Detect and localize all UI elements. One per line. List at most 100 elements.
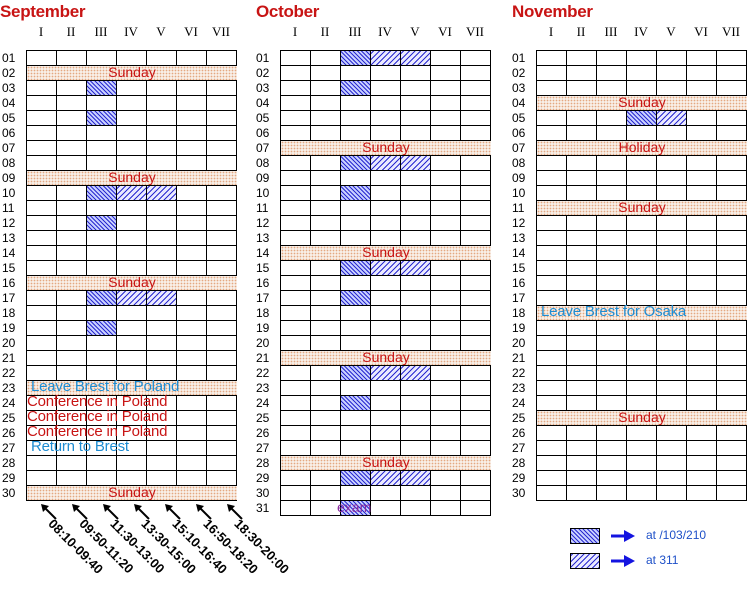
schedule-cell[interactable]	[597, 456, 627, 470]
schedule-cell[interactable]	[657, 321, 687, 335]
schedule-cell[interactable]	[57, 246, 87, 260]
class-cell-room-103-210[interactable]	[341, 366, 371, 380]
schedule-cell[interactable]	[341, 441, 371, 455]
schedule-cell[interactable]	[627, 396, 657, 410]
schedule-cell[interactable]	[87, 141, 117, 155]
class-cell-room-103-210[interactable]	[341, 501, 371, 515]
schedule-cell[interactable]	[177, 291, 207, 305]
schedule-cell[interactable]	[281, 216, 311, 230]
schedule-cell[interactable]	[281, 441, 311, 455]
schedule-cell[interactable]	[461, 216, 491, 230]
schedule-cell[interactable]	[597, 81, 627, 95]
schedule-cell[interactable]	[341, 306, 371, 320]
schedule-cell[interactable]	[401, 306, 431, 320]
schedule-cell[interactable]	[687, 81, 717, 95]
schedule-cell[interactable]	[717, 486, 747, 500]
schedule-cell[interactable]	[371, 81, 401, 95]
class-cell-room-103-210[interactable]	[87, 81, 117, 95]
schedule-cell[interactable]	[597, 126, 627, 140]
schedule-cell[interactable]	[281, 171, 311, 185]
class-cell-room-103-210[interactable]	[341, 51, 371, 65]
schedule-cell[interactable]	[147, 306, 177, 320]
schedule-cell[interactable]	[537, 366, 567, 380]
schedule-cell[interactable]	[57, 81, 87, 95]
schedule-cell[interactable]	[281, 261, 311, 275]
schedule-cell[interactable]	[117, 441, 147, 455]
class-cell-room-103-210[interactable]	[87, 111, 117, 125]
schedule-cell[interactable]	[401, 501, 431, 515]
schedule-cell[interactable]	[717, 126, 747, 140]
schedule-cell[interactable]	[117, 141, 147, 155]
schedule-cell[interactable]	[207, 456, 237, 470]
schedule-cell[interactable]	[567, 216, 597, 230]
schedule-cell[interactable]	[57, 126, 87, 140]
schedule-cell[interactable]	[311, 126, 341, 140]
schedule-cell[interactable]	[177, 96, 207, 110]
schedule-cell[interactable]	[657, 231, 687, 245]
schedule-cell[interactable]	[627, 381, 657, 395]
schedule-cell[interactable]	[117, 51, 147, 65]
schedule-cell[interactable]	[57, 306, 87, 320]
schedule-cell[interactable]	[207, 126, 237, 140]
schedule-cell[interactable]	[57, 216, 87, 230]
class-cell-room-311[interactable]	[401, 261, 431, 275]
schedule-cell[interactable]	[461, 471, 491, 485]
schedule-cell[interactable]	[57, 111, 87, 125]
schedule-cell[interactable]	[567, 51, 597, 65]
schedule-cell[interactable]	[57, 291, 87, 305]
schedule-cell[interactable]	[717, 351, 747, 365]
schedule-cell[interactable]	[461, 66, 491, 80]
schedule-cell[interactable]	[311, 201, 341, 215]
schedule-cell[interactable]	[627, 186, 657, 200]
schedule-cell[interactable]	[147, 81, 177, 95]
schedule-cell[interactable]	[461, 156, 491, 170]
schedule-cell[interactable]	[177, 426, 207, 440]
schedule-cell[interactable]	[207, 261, 237, 275]
schedule-cell[interactable]	[281, 66, 311, 80]
schedule-cell[interactable]	[281, 381, 311, 395]
schedule-cell[interactable]	[431, 156, 461, 170]
schedule-cell[interactable]	[597, 276, 627, 290]
schedule-cell[interactable]	[147, 51, 177, 65]
schedule-cell[interactable]	[627, 291, 657, 305]
schedule-cell[interactable]	[567, 426, 597, 440]
schedule-cell[interactable]	[207, 81, 237, 95]
schedule-cell[interactable]	[657, 246, 687, 260]
schedule-cell[interactable]	[717, 171, 747, 185]
schedule-cell[interactable]	[27, 366, 57, 380]
schedule-cell[interactable]	[537, 396, 567, 410]
schedule-cell[interactable]	[27, 51, 57, 65]
schedule-cell[interactable]	[537, 171, 567, 185]
schedule-cell[interactable]	[311, 51, 341, 65]
schedule-cell[interactable]	[341, 66, 371, 80]
schedule-cell[interactable]	[597, 336, 627, 350]
schedule-cell[interactable]	[401, 276, 431, 290]
schedule-cell[interactable]	[567, 111, 597, 125]
schedule-cell[interactable]	[537, 426, 567, 440]
schedule-cell[interactable]	[717, 51, 747, 65]
schedule-cell[interactable]	[567, 381, 597, 395]
schedule-cell[interactable]	[117, 426, 147, 440]
class-cell-room-103-210[interactable]	[627, 111, 657, 125]
schedule-cell[interactable]	[371, 321, 401, 335]
schedule-cell[interactable]	[567, 456, 597, 470]
schedule-cell[interactable]	[87, 366, 117, 380]
schedule-cell[interactable]	[567, 441, 597, 455]
schedule-cell[interactable]	[371, 276, 401, 290]
schedule-cell[interactable]	[431, 366, 461, 380]
schedule-cell[interactable]	[117, 216, 147, 230]
schedule-cell[interactable]	[27, 411, 57, 425]
schedule-cell[interactable]	[431, 96, 461, 110]
schedule-cell[interactable]	[281, 231, 311, 245]
schedule-cell[interactable]	[687, 456, 717, 470]
schedule-cell[interactable]	[567, 321, 597, 335]
schedule-cell[interactable]	[177, 51, 207, 65]
schedule-cell[interactable]	[27, 291, 57, 305]
class-cell-room-311[interactable]	[401, 51, 431, 65]
class-cell-room-103-210[interactable]	[87, 291, 117, 305]
schedule-cell[interactable]	[87, 426, 117, 440]
schedule-cell[interactable]	[567, 231, 597, 245]
schedule-cell[interactable]	[177, 366, 207, 380]
schedule-cell[interactable]	[657, 261, 687, 275]
schedule-cell[interactable]	[717, 471, 747, 485]
